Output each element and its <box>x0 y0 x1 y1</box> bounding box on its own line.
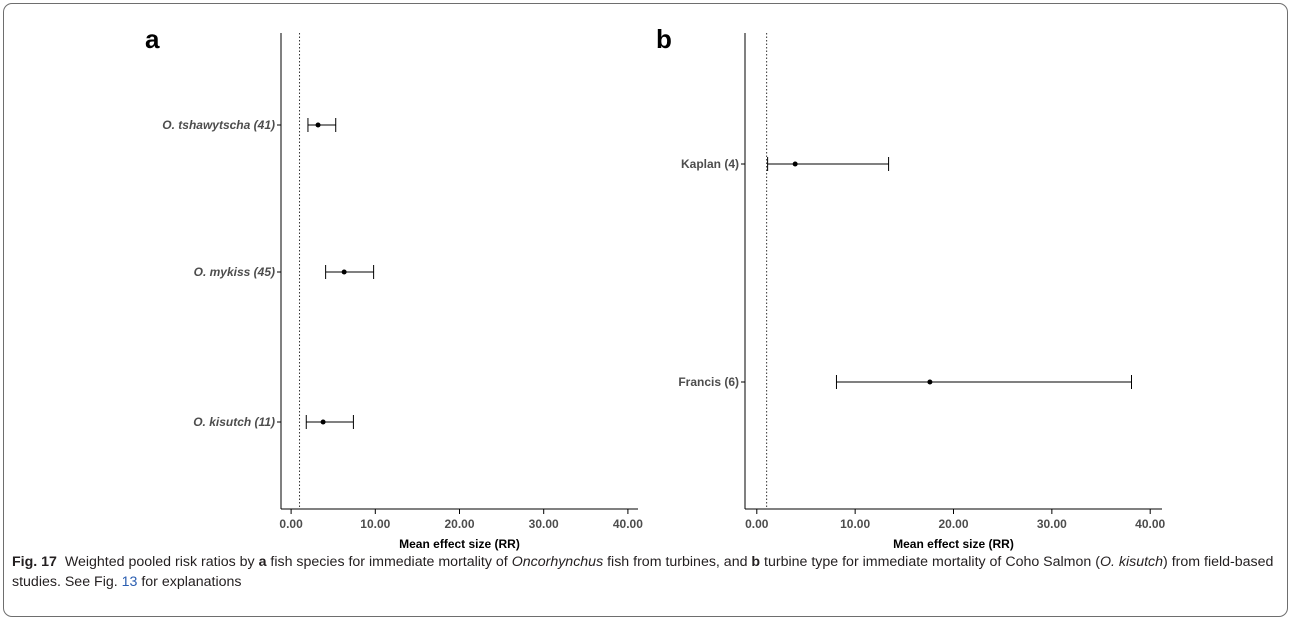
mean-point <box>927 379 933 385</box>
figure-frame <box>3 3 1288 617</box>
caption-text-2: fish species for immediate mortality of <box>266 554 512 570</box>
mean-point <box>792 161 798 167</box>
caption-text-3: fish from turbines, and <box>603 554 752 570</box>
mean-point <box>341 269 347 275</box>
panel-label: a <box>145 24 160 54</box>
x-axis-label: Mean effect size (RR) <box>893 537 1014 551</box>
panel-a: a 0.00 10.00 20.00 30.00 40.00 Mean effect siz… <box>145 24 643 551</box>
caption-fig-ref-link[interactable]: 13 <box>121 573 138 590</box>
y-tick-label: O. kisutch (11) <box>193 415 275 429</box>
x-tick-label: 0.00 <box>279 517 303 531</box>
caption-text-5: ) from field-based studies. See Fig. <box>12 554 1274 590</box>
mean-point <box>315 122 321 128</box>
x-tick-label: 20.00 <box>938 517 968 531</box>
y-tick-label: Francis (6) <box>678 375 739 389</box>
y-tick-label: Kaplan (4) <box>681 157 739 171</box>
y-tick-label: O. tshawytscha (41) <box>162 118 275 132</box>
x-tick-label: 10.00 <box>360 517 390 531</box>
x-tick-label: 30.00 <box>1037 517 1067 531</box>
y-tick-label: O. mykiss (45) <box>194 265 275 279</box>
x-tick-label: 20.00 <box>444 517 474 531</box>
caption-bold-b: b <box>751 554 761 570</box>
x-tick-label: 40.00 <box>613 517 643 531</box>
caption-text-6: for explanations <box>137 573 242 590</box>
caption-italic-species: O. kisutch <box>1099 554 1164 570</box>
caption-italic-genus: Oncorhynchus <box>511 554 604 570</box>
x-tick-label: 30.00 <box>529 517 559 531</box>
caption-bold-a: a <box>258 554 267 570</box>
panel-b: b 0.00 10.00 20.00 30.00 40.00 Mean effect siz… <box>656 24 1166 551</box>
x-axis-label: Mean effect size (RR) <box>399 537 520 551</box>
panel-label: b <box>656 24 672 54</box>
caption-text-4: turbine type for immediate mortality of … <box>760 554 1100 570</box>
x-tick-label: 10.00 <box>840 517 870 531</box>
caption-text-1: Weighted pooled risk ratios by <box>64 554 259 570</box>
figure-caption: Fig. 17 Weighted pooled risk ratios by a… <box>12 553 1274 592</box>
mean-point <box>320 419 326 425</box>
x-tick-label: 0.00 <box>745 517 769 531</box>
caption-fig-label: Fig. 17 <box>12 554 57 570</box>
x-tick-label: 40.00 <box>1135 517 1165 531</box>
